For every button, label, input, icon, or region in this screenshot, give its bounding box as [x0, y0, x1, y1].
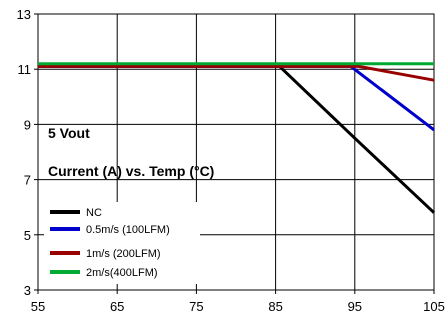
annotation-vout: 5 Vout — [48, 125, 90, 141]
legend-label: 0.5m/s (100LFM) — [86, 224, 170, 236]
y-tick-label: 7 — [24, 173, 31, 188]
x-tick-label: 85 — [268, 299, 282, 314]
x-tick-label: 95 — [348, 299, 362, 314]
x-tick-label: 105 — [423, 299, 445, 314]
x-tick-label: 65 — [110, 299, 124, 314]
y-tick-label: 13 — [17, 7, 31, 22]
y-tick-label: 9 — [24, 117, 31, 132]
series-layer — [38, 62, 436, 214]
legend-label: 1m/s (200LFM) — [86, 248, 161, 260]
legend: NC 0.5m/s (100LFM) 1m/s (200LFM) 2m/s(400LF… — [44, 202, 200, 284]
y-tick-label: 3 — [24, 283, 31, 298]
x-tick-label: 75 — [189, 299, 203, 314]
y-tick-label: 5 — [24, 228, 31, 243]
annotation-title: Current (A) vs. Temp (°C) — [48, 163, 214, 179]
grid-layer — [37, 13, 435, 291]
series-line — [38, 64, 435, 82]
legend-label: NC — [86, 207, 102, 219]
x-tick-label: 55 — [31, 299, 45, 314]
legend-label: 2m/s(400LFM) — [86, 267, 158, 279]
y-tick-label: 11 — [18, 62, 32, 77]
tick-layer: 55 65 75 85 95 105 3 5 7 9 11 13 — [17, 7, 445, 314]
